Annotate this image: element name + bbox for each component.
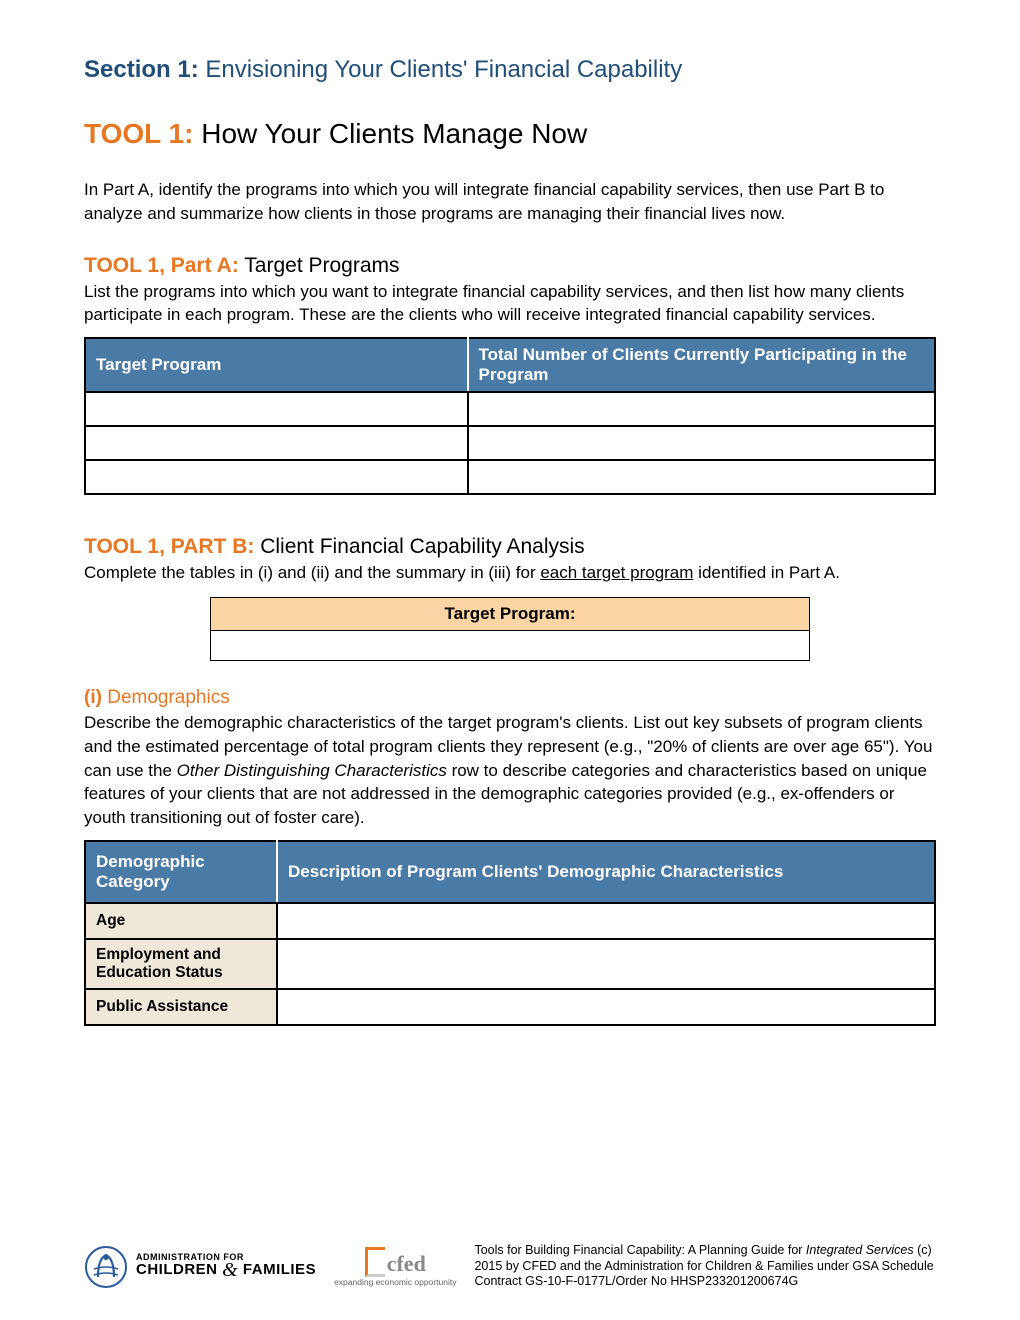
part-b-body-post: identified in Part A. (693, 563, 839, 582)
cfed-logo-block: cfed expanding economic opportunity (334, 1247, 456, 1287)
demo-category: Public Assistance (85, 989, 277, 1025)
sub-i-body: Describe the demographic characteristics… (84, 711, 936, 830)
acf-ampersand: & (222, 1259, 238, 1281)
cfed-logo: cfed (365, 1247, 426, 1277)
part-b-body: Complete the tables in (i) and (ii) and … (84, 561, 936, 585)
table-b-col2: Description of Program Clients' Demograp… (277, 841, 935, 903)
part-b-heading-bold: TOOL 1, PART B: (84, 535, 254, 558)
sub-i-bold: (i) (84, 687, 102, 708)
tool-heading: TOOL 1: How Your Clients Manage Now (84, 118, 936, 150)
target-box-value[interactable] (211, 630, 810, 660)
table-row: Employment and Education Status (85, 939, 935, 989)
table-row (85, 426, 935, 460)
part-b-heading: TOOL 1, PART B: Client Financial Capabil… (84, 535, 936, 559)
cfed-name: cfed (387, 1251, 426, 1277)
tool-heading-rest: How Your Clients Manage Now (193, 118, 587, 149)
part-b-body-underline: each target program (540, 563, 693, 582)
cell[interactable] (468, 426, 936, 460)
demo-category: Employment and Education Status (85, 939, 277, 989)
footer-text-italic: Integrated Services (806, 1243, 914, 1257)
part-a-body: List the programs into which you want to… (84, 280, 936, 328)
tool-heading-bold: TOOL 1: (84, 118, 193, 149)
acf-text: ADMINISTRATION FOR CHILDREN & FAMILIES (136, 1253, 316, 1281)
demo-category: Age (85, 903, 277, 939)
target-program-box: Target Program: (210, 597, 810, 661)
table-row (85, 460, 935, 494)
target-box-label: Target Program: (211, 597, 810, 630)
cell[interactable] (85, 460, 468, 494)
footer-text-pre: Tools for Building Financial Capability:… (474, 1243, 805, 1257)
sub-i-body-italic: Other Distinguishing Characteristics (177, 761, 447, 780)
demo-description[interactable] (277, 939, 935, 989)
intro-text: In Part A, identify the programs into wh… (84, 178, 936, 226)
part-b-heading-rest: Client Financial Capability Analysis (254, 535, 584, 558)
page-footer: ADMINISTRATION FOR CHILDREN & FAMILIES c… (84, 1243, 936, 1290)
section-heading: Section 1: Envisioning Your Clients' Fin… (84, 56, 936, 84)
part-a-heading-rest: Target Programs (239, 254, 400, 277)
table-a-col2: Total Number of Clients Currently Partic… (468, 338, 936, 392)
sub-i-rest: Demographics (102, 687, 230, 708)
sub-i-heading: (i) Demographics (84, 687, 936, 709)
table-row: Age (85, 903, 935, 939)
table-a-col1: Target Program (85, 338, 468, 392)
table-row (85, 392, 935, 426)
acf-line2-b: FAMILIES (238, 1261, 316, 1278)
acf-logo-block: ADMINISTRATION FOR CHILDREN & FAMILIES (84, 1245, 316, 1289)
footer-copyright: Tools for Building Financial Capability:… (474, 1243, 936, 1290)
cell[interactable] (85, 426, 468, 460)
demo-description[interactable] (277, 989, 935, 1025)
table-row: Public Assistance (85, 989, 935, 1025)
demographics-table: Demographic Category Description of Prog… (84, 840, 936, 1026)
part-b-body-pre: Complete the tables in (i) and (ii) and … (84, 563, 540, 582)
section-heading-bold: Section 1: (84, 56, 199, 83)
part-a-heading-bold: TOOL 1, Part A: (84, 254, 239, 277)
target-program-table: Target Program Total Number of Clients C… (84, 337, 936, 495)
demo-description[interactable] (277, 903, 935, 939)
table-b-col1: Demographic Category (85, 841, 277, 903)
acf-line2-a: CHILDREN (136, 1261, 222, 1278)
hhs-seal-icon (84, 1245, 128, 1289)
cfed-bracket-icon (365, 1247, 385, 1277)
cell[interactable] (85, 392, 468, 426)
part-a-heading: TOOL 1, Part A: Target Programs (84, 254, 936, 278)
cfed-tagline: expanding economic opportunity (334, 1277, 456, 1287)
cell[interactable] (468, 460, 936, 494)
acf-line2: CHILDREN & FAMILIES (136, 1261, 316, 1280)
cell[interactable] (468, 392, 936, 426)
section-heading-rest: Envisioning Your Clients' Financial Capa… (199, 56, 683, 83)
